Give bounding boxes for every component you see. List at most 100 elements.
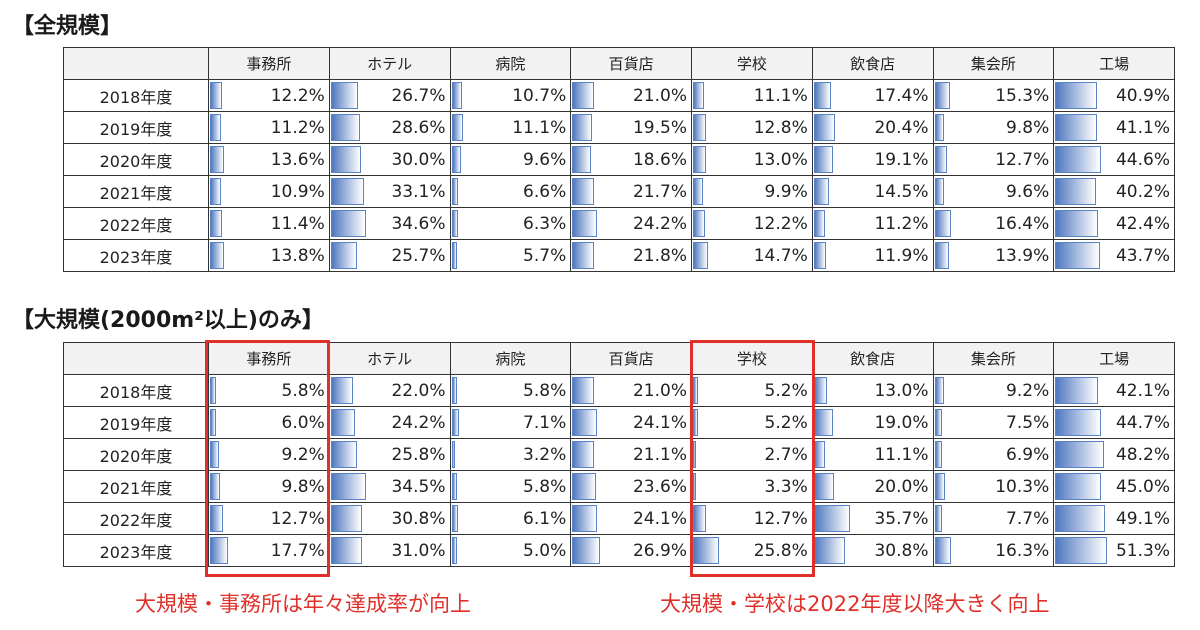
data-bar bbox=[330, 409, 356, 436]
value-cell: 31.0% bbox=[328, 534, 451, 567]
value-text: 10.7% bbox=[512, 85, 567, 106]
data-bar bbox=[813, 409, 834, 436]
value-text: 5.8% bbox=[523, 476, 567, 497]
data-bar bbox=[813, 178, 829, 205]
value-text: 24.1% bbox=[632, 412, 687, 433]
value-cell: 11.4% bbox=[208, 207, 330, 240]
value-text: 6.1% bbox=[523, 508, 567, 529]
data-bar bbox=[210, 377, 216, 404]
data-bar bbox=[813, 82, 832, 109]
data-bar bbox=[210, 210, 222, 237]
corner-cell bbox=[63, 47, 209, 80]
value-cell: 19.0% bbox=[811, 406, 934, 439]
column-header: 工場 bbox=[1053, 342, 1175, 375]
value-cell: 13.6% bbox=[208, 143, 330, 176]
value-cell: 48.2% bbox=[1053, 438, 1175, 471]
value-text: 30.8% bbox=[391, 508, 446, 529]
value-cell: 24.2% bbox=[328, 406, 451, 439]
value-text: 11.1% bbox=[874, 444, 929, 465]
column-header: 事務所 bbox=[208, 47, 330, 80]
value-cell: 14.7% bbox=[691, 239, 813, 272]
data-bar bbox=[813, 377, 827, 404]
value-text: 11.1% bbox=[512, 117, 567, 138]
value-cell: 6.6% bbox=[449, 175, 572, 208]
data-bar bbox=[934, 505, 943, 532]
value-cell: 20.0% bbox=[811, 470, 934, 503]
data-bar bbox=[451, 537, 457, 564]
value-text: 21.8% bbox=[632, 245, 687, 266]
data-bar bbox=[693, 473, 697, 500]
data-bar bbox=[330, 82, 358, 109]
highlight-office-column bbox=[205, 340, 330, 577]
value-cell: 19.5% bbox=[570, 111, 692, 144]
value-cell: 7.7% bbox=[932, 502, 1055, 535]
data-bar bbox=[1055, 537, 1108, 564]
data-bar bbox=[210, 505, 223, 532]
value-text: 3.2% bbox=[523, 444, 567, 465]
data-bar bbox=[1055, 505, 1106, 532]
value-cell: 5.2% bbox=[691, 406, 813, 439]
data-bar bbox=[813, 242, 826, 269]
column-header: 病院 bbox=[449, 342, 572, 375]
data-bar bbox=[934, 210, 952, 237]
value-text: 6.3% bbox=[523, 213, 567, 234]
value-cell: 49.1% bbox=[1053, 502, 1175, 535]
data-bar bbox=[813, 505, 851, 532]
year-label: 2023年度 bbox=[63, 239, 209, 272]
value-cell: 14.5% bbox=[811, 175, 934, 208]
value-cell: 21.1% bbox=[570, 438, 692, 471]
value-text: 11.4% bbox=[270, 213, 325, 234]
data-bar bbox=[330, 178, 365, 205]
value-text: 13.0% bbox=[874, 380, 929, 401]
data-bar bbox=[693, 114, 707, 141]
value-cell: 13.0% bbox=[691, 143, 813, 176]
data-bar bbox=[1055, 146, 1101, 173]
value-cell: 26.9% bbox=[570, 534, 692, 567]
value-text: 19.0% bbox=[874, 412, 929, 433]
value-text: 2.7% bbox=[764, 444, 808, 465]
data-bar bbox=[572, 377, 594, 404]
year-label: 2022年度 bbox=[63, 207, 209, 240]
value-cell: 44.6% bbox=[1053, 143, 1175, 176]
column-header: ホテル bbox=[328, 342, 451, 375]
value-cell: 11.9% bbox=[811, 239, 934, 272]
table-row: 2021年度 10.9% 33.1% 6.6% 21.7% 9.9% 14.5% 9.6% 40… bbox=[63, 175, 1175, 208]
value-cell: 42.4% bbox=[1053, 207, 1175, 240]
value-cell: 24.1% bbox=[570, 502, 692, 535]
table-row: 2022年度 11.4% 34.6% 6.3% 24.2% 12.2% 11.2% 16.4%… bbox=[63, 207, 1175, 240]
value-cell: 26.7% bbox=[328, 79, 451, 112]
data-bar bbox=[451, 473, 458, 500]
annotation-school: 大規模・学校は2022年度以降大きく向上 bbox=[660, 592, 1050, 616]
data-bar bbox=[330, 242, 357, 269]
data-bar bbox=[451, 441, 455, 468]
column-header: 百貨店 bbox=[570, 342, 692, 375]
value-text: 11.2% bbox=[270, 117, 325, 138]
value-text: 21.7% bbox=[632, 181, 687, 202]
data-bar bbox=[1055, 178, 1097, 205]
value-cell: 7.1% bbox=[449, 406, 572, 439]
annotation-office: 大規模・事務所は年々達成率が向上 bbox=[135, 592, 471, 616]
data-bar bbox=[210, 441, 220, 468]
value-text: 11.2% bbox=[874, 213, 929, 234]
value-text: 20.4% bbox=[874, 117, 929, 138]
value-cell: 23.6% bbox=[570, 470, 692, 503]
value-text: 30.0% bbox=[391, 149, 446, 170]
value-text: 44.7% bbox=[1115, 412, 1170, 433]
value-cell: 17.4% bbox=[811, 79, 934, 112]
data-bar bbox=[693, 441, 696, 468]
value-text: 25.7% bbox=[391, 245, 446, 266]
value-text: 34.6% bbox=[391, 213, 446, 234]
value-text: 21.0% bbox=[632, 380, 687, 401]
value-text: 13.9% bbox=[995, 245, 1050, 266]
value-cell: 9.8% bbox=[932, 111, 1055, 144]
data-bar bbox=[330, 537, 363, 564]
value-text: 15.3% bbox=[995, 85, 1050, 106]
table-row: 2023年度 17.7% 31.0% 5.0% 26.9% 25.8% 30.8% 16.3%… bbox=[63, 534, 1175, 567]
data-bar bbox=[210, 242, 225, 269]
value-cell: 34.5% bbox=[328, 470, 451, 503]
data-bar bbox=[572, 82, 594, 109]
header-row: 事務所 ホテル 病院 百貨店 学校 飲食店 集会所 工場 bbox=[63, 47, 1175, 80]
column-header: ホテル bbox=[328, 47, 451, 80]
value-text: 13.8% bbox=[270, 245, 325, 266]
value-cell: 16.3% bbox=[932, 534, 1055, 567]
